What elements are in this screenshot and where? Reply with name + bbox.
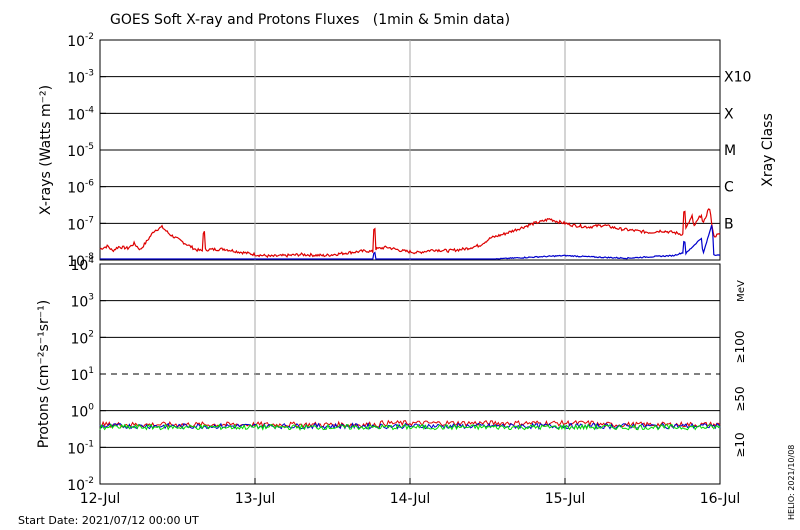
proton-y-tick-label: 10-2 [67,476,94,494]
x-tick-label: 16-Jul [700,491,741,507]
xray-y-tick-label: 10-7 [67,215,94,233]
xray-class-label: B [724,216,734,232]
proton-y-tick-label: 100 [70,403,94,421]
xray-y-tick-label: 10-6 [67,179,94,197]
x-tick-label: 15-Jul [545,491,586,507]
proton-y-tick-label: 101 [70,366,94,384]
proton-ge100-series [99,423,721,431]
xray-y-tick-label: 10-3 [67,69,94,87]
proton-y-tick-labels: 10-2 10-1 100 101 102 103 104 [67,256,106,494]
proton-100mev-label: ≥100 [733,331,747,364]
xray-class-labels: X10 X M C B [724,70,751,233]
mev-label: MeV [736,280,747,302]
proton-y-axis-label: Protons (cm⁻²s⁻¹sr⁻¹) [36,300,52,449]
chart-title: GOES Soft X-ray and Protons Fluxes (1min… [110,12,510,28]
xray-class-label: C [724,180,734,196]
proton-y-tick-label: 103 [70,293,94,311]
xray-class-label: X [724,106,734,122]
xray-class-label: X10 [724,70,751,86]
proton-y-tick-label: 10-1 [67,439,94,457]
proton-ge10-series [99,419,721,429]
xray-y-tick-label: 10-2 [67,32,94,50]
x-tick-label: 14-Jul [390,491,431,507]
xray-y-tick-label: 10-4 [67,105,94,123]
x-tick-label: 13-Jul [235,491,276,507]
proton-y-tick-label: 104 [70,256,94,274]
proton-series [99,419,721,431]
x-tick-labels: 12-Jul 13-Jul 14-Jul 15-Jul 16-Jul [80,491,741,507]
helio-date-stamp: HELIO: 2021/10/08 [787,445,796,520]
start-date-label: Start Date: 2021/07/12 00:00 UT [18,514,199,527]
proton-10mev-label: ≥10 [733,432,747,457]
xray-y-axis-label: X-rays (Watts m⁻²) [38,85,54,215]
proton-50mev-label: ≥50 [733,386,747,411]
xray-class-axis-label: Xray Class [760,113,776,187]
xray-y-tick-label: 10-8 [67,252,94,270]
xray-y-tick-labels: 10-8 10-7 10-6 10-5 10-4 10-3 10-2 [67,32,106,270]
xray-class-label: M [724,143,736,159]
proton-y-tick-label: 102 [70,329,94,347]
day-grid-lines [99,40,721,484]
x-tick-label: 12-Jul [80,491,121,507]
xray-y-tick-label: 10-5 [67,142,94,160]
